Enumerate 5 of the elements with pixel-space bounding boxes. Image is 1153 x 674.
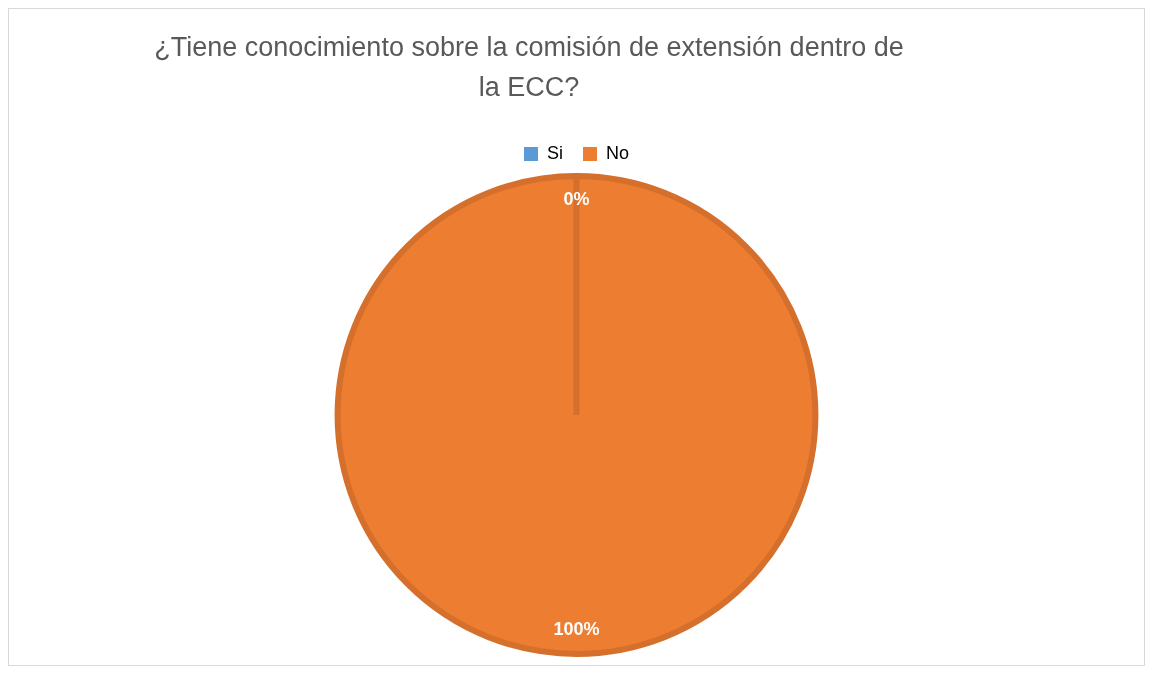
- data-label: 100%: [553, 619, 600, 640]
- legend-label: No: [606, 142, 630, 163]
- legend-label: Si: [546, 142, 564, 163]
- chart-title: ¿Tiene conocimiento sobre la comisión de extensión dentro de la ECC?: [153, 31, 905, 104]
- text: 0%: [563, 188, 590, 209]
